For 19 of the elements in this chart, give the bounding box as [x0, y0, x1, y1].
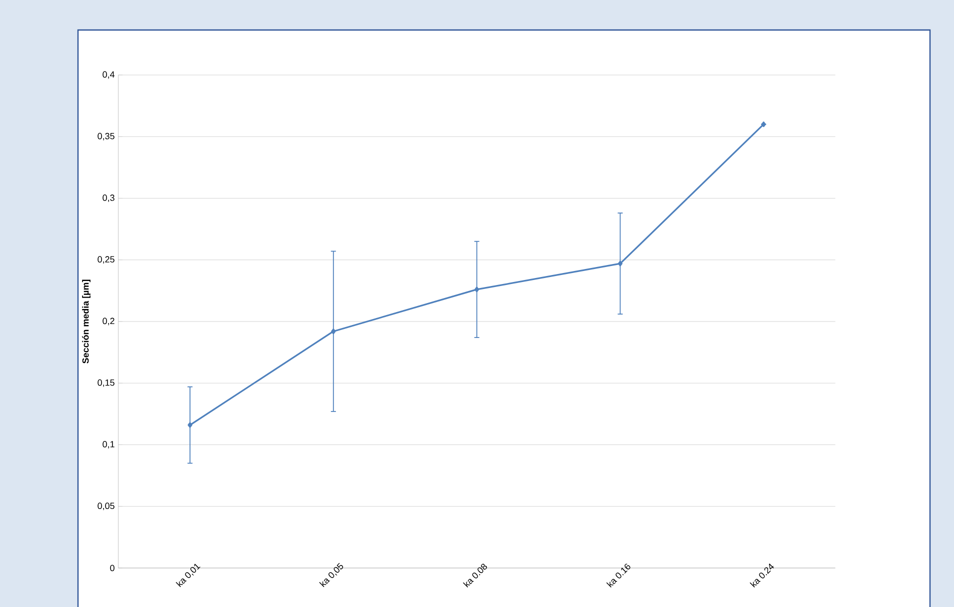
y-axis-title: Sección media [µm]: [82, 280, 90, 364]
y-tick-label: 0,1: [102, 441, 114, 448]
point: [618, 260, 623, 266]
point: [188, 422, 192, 428]
y-tick-label: 0,35: [98, 132, 114, 140]
y-tick-label: 0,2: [102, 318, 114, 326]
x-tick-label: ka 0,01: [176, 564, 200, 588]
y-tick-label: 0,4: [102, 71, 115, 79]
point: [331, 328, 336, 334]
x-tick-label: ka 0.24: [750, 564, 774, 588]
y-tick-label: 0: [110, 564, 114, 572]
point: [474, 286, 480, 292]
y-tick-label: 0,25: [98, 256, 114, 264]
y-tick-label: 0,3: [102, 194, 114, 202]
x-tick-label: ka 0.16: [606, 564, 630, 588]
x-tick-label: ka 0,05: [319, 562, 344, 588]
y-tick-label: 0,15: [98, 379, 114, 387]
y-tick-label: 0,05: [98, 502, 114, 510]
x-tick-label: ka 0.08: [462, 564, 487, 588]
